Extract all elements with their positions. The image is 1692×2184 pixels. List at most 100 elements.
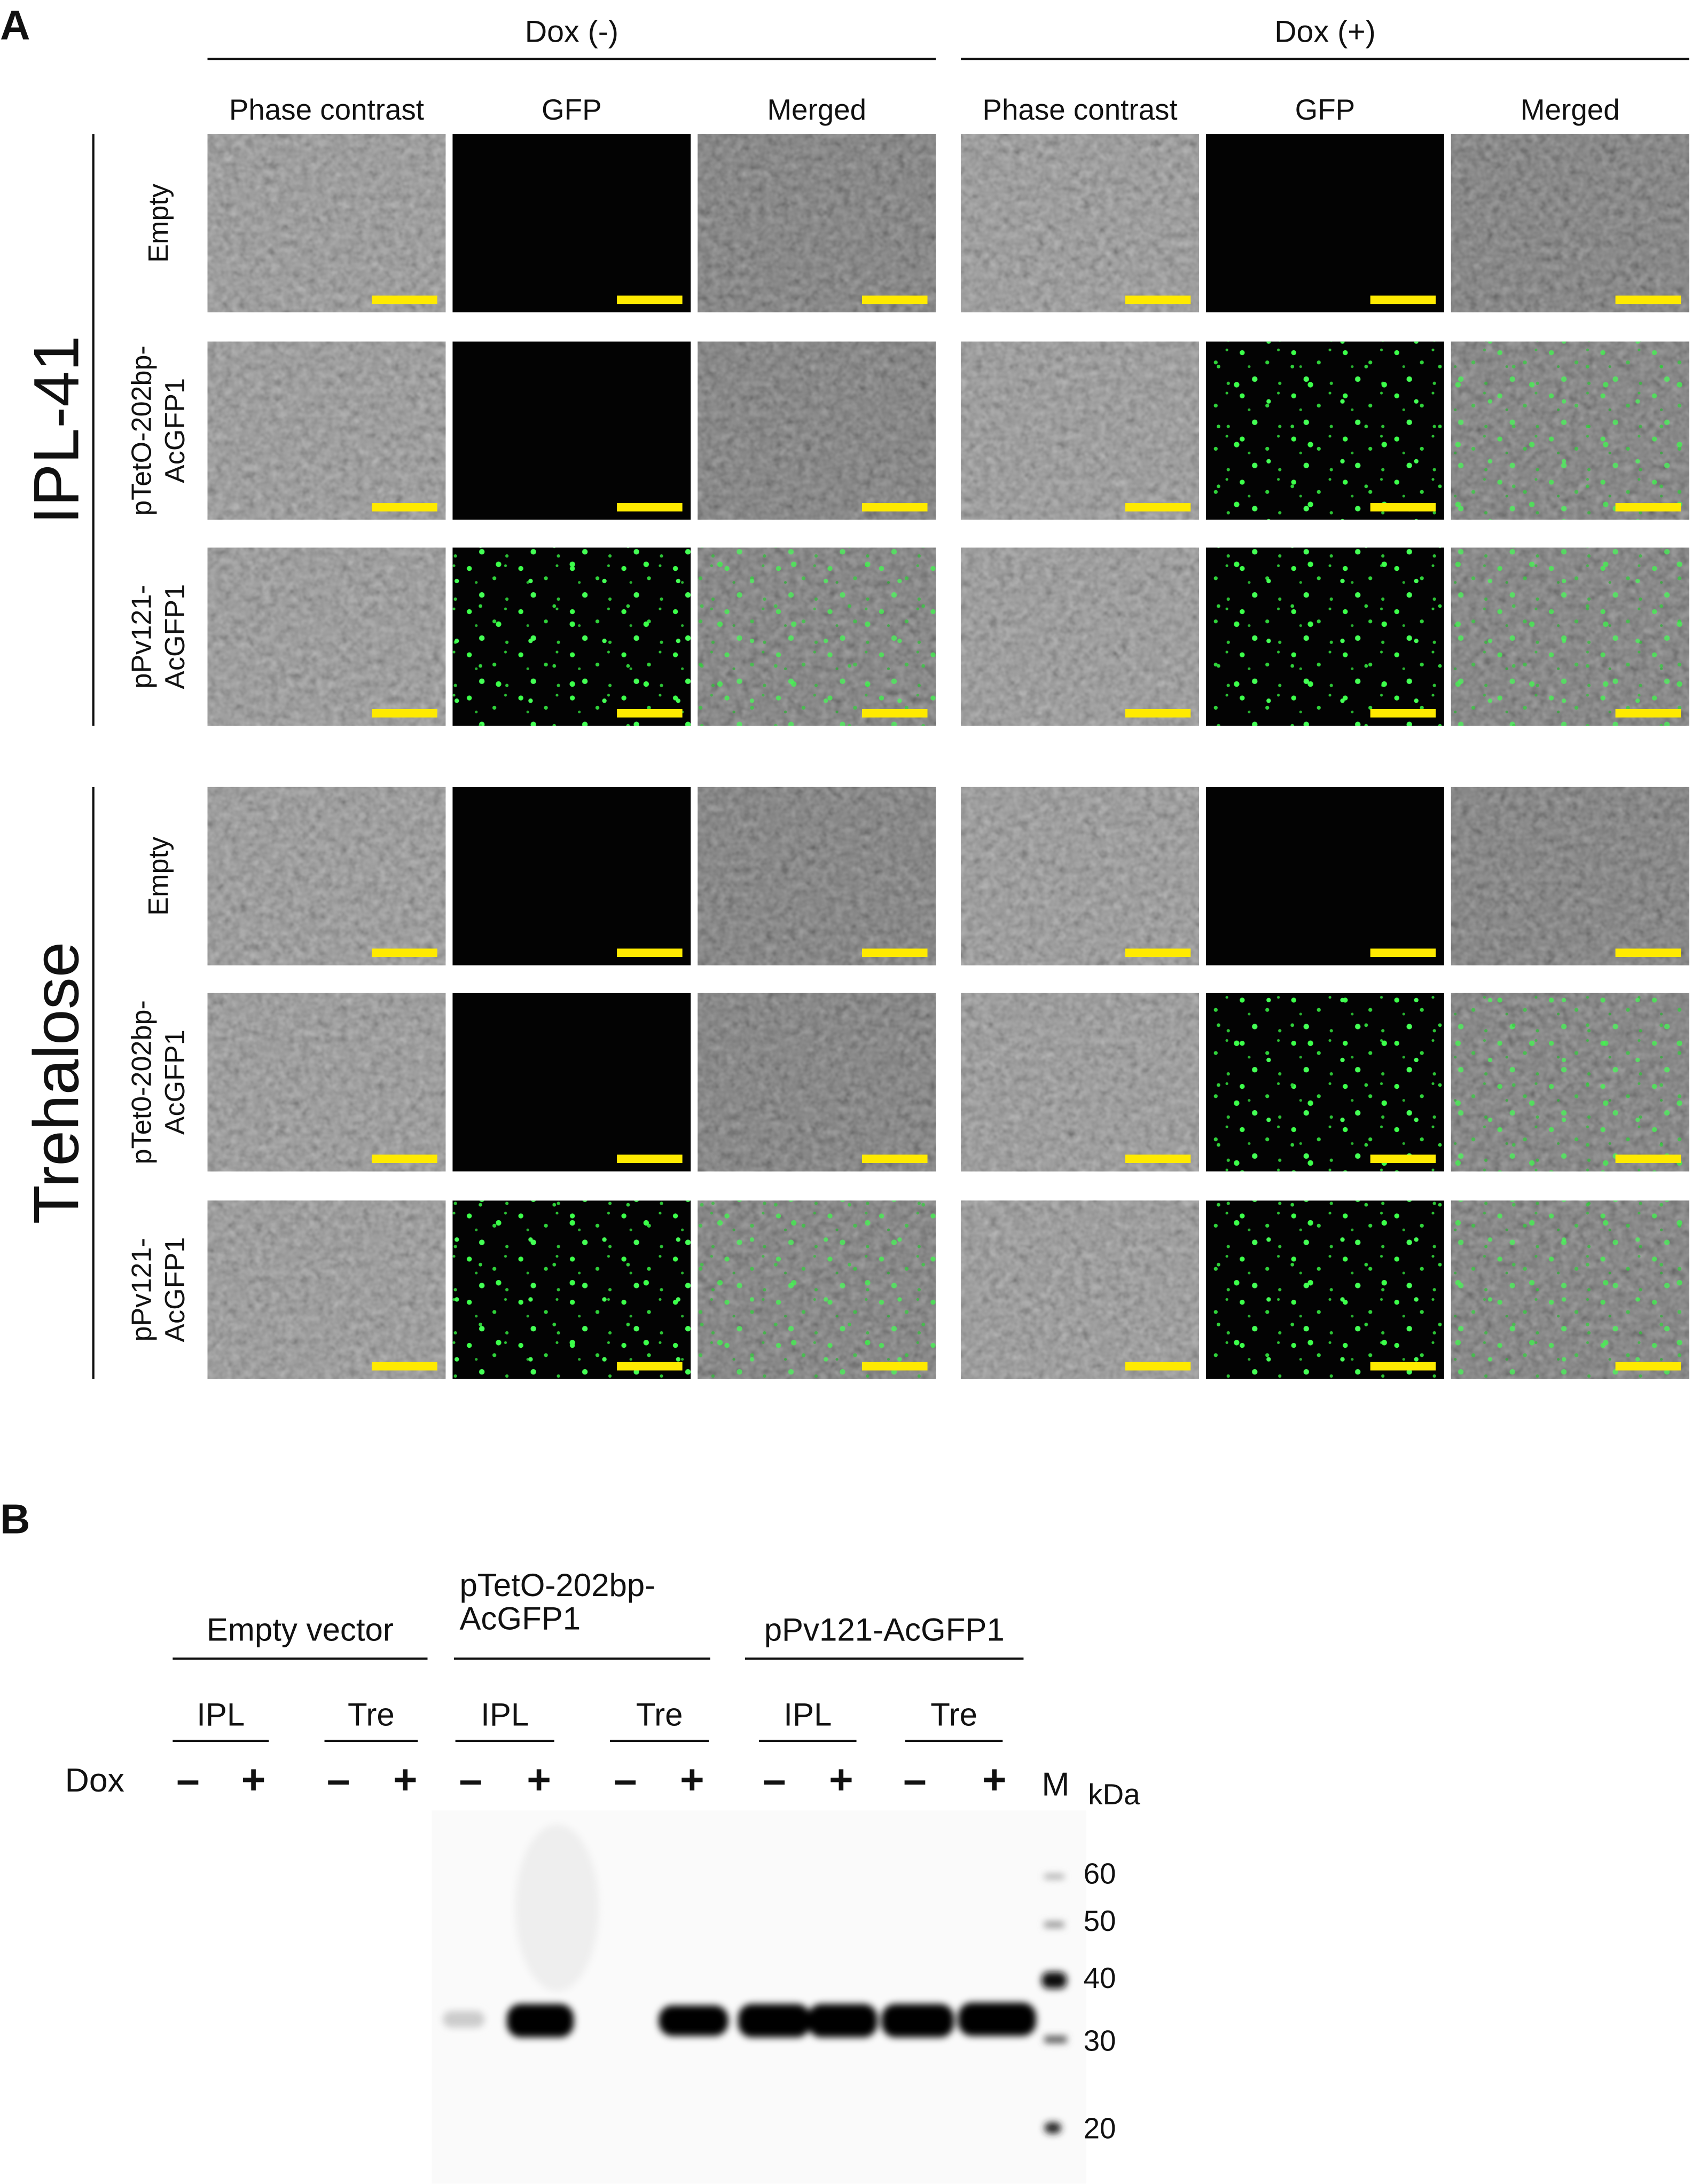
construct-label: Empty bbox=[143, 184, 174, 263]
band bbox=[958, 2002, 1036, 2036]
construct-line: pPv121- bbox=[126, 585, 157, 688]
scale-bar bbox=[861, 1154, 928, 1163]
scale-bar bbox=[617, 1154, 683, 1163]
marker-label: 60 bbox=[1084, 1857, 1116, 1890]
scale-bar bbox=[1615, 709, 1681, 718]
phase-texture bbox=[698, 341, 936, 520]
phase-texture bbox=[207, 547, 446, 726]
gfp-signal bbox=[452, 1200, 691, 1379]
phase-texture bbox=[961, 1200, 1199, 1379]
group-label: AcGFP1 bbox=[459, 1601, 581, 1637]
construct-label: pTetO-202bp- AcGFP1 bbox=[126, 345, 191, 516]
phase-texture bbox=[698, 134, 936, 312]
panel-label: A bbox=[0, 2, 30, 49]
channel-label: Merged bbox=[1521, 93, 1620, 126]
subgroup-label: IPL bbox=[784, 1697, 832, 1733]
phase-texture bbox=[207, 341, 446, 520]
marker-band bbox=[1044, 1922, 1064, 1928]
phase-texture bbox=[961, 134, 1199, 312]
gfp-signal bbox=[1451, 341, 1689, 520]
scale-bar bbox=[1125, 709, 1191, 718]
phase-texture bbox=[1451, 134, 1689, 312]
phase-texture bbox=[698, 993, 936, 1172]
construct-line: AcGFP1 bbox=[160, 584, 191, 689]
condition-label: Dox (+) bbox=[1274, 15, 1376, 49]
channel-label: Phase contrast bbox=[982, 93, 1177, 126]
scale-bar bbox=[1125, 503, 1191, 512]
gfp-image bbox=[452, 787, 691, 965]
scale-bar bbox=[1370, 295, 1436, 304]
marker-label: 30 bbox=[1084, 2024, 1116, 2057]
subgroup-label: IPL bbox=[481, 1697, 529, 1733]
channel-label: GFP bbox=[542, 93, 602, 126]
phase-texture bbox=[207, 1200, 446, 1379]
gfp-signal bbox=[1451, 1200, 1689, 1379]
channel-label: Phase contrast bbox=[229, 93, 424, 126]
scale-bar bbox=[1125, 1154, 1191, 1163]
scale-bar bbox=[1370, 948, 1436, 957]
scale-bar bbox=[372, 1154, 437, 1163]
band bbox=[507, 2004, 574, 2038]
gfp-signal bbox=[698, 1200, 936, 1379]
gfp-image bbox=[1206, 787, 1444, 965]
channel-label: Merged bbox=[767, 93, 866, 126]
subgroup-label: Tre bbox=[348, 1697, 395, 1733]
band bbox=[738, 2004, 811, 2038]
dox-sign: + bbox=[982, 1756, 1007, 1803]
gfp-image bbox=[452, 134, 691, 312]
scale-bar bbox=[861, 709, 928, 718]
medium-label: IPL-41 bbox=[20, 335, 92, 524]
gfp-signal bbox=[698, 547, 936, 726]
construct-label: pPv121- AcGFP1 bbox=[126, 584, 191, 689]
marker-band bbox=[1041, 1971, 1067, 1989]
construct-label: pPv121- AcGFP1 bbox=[126, 1237, 191, 1342]
marker-label: 50 bbox=[1084, 1904, 1116, 1937]
scale-bar bbox=[617, 948, 683, 957]
scale-bar bbox=[372, 295, 437, 304]
construct-line: AcGFP1 bbox=[160, 378, 191, 483]
scale-bar bbox=[1125, 295, 1191, 304]
scale-bar bbox=[1615, 295, 1681, 304]
gfp-image bbox=[452, 341, 691, 520]
scale-bar bbox=[372, 1362, 437, 1371]
scale-bar bbox=[1615, 503, 1681, 512]
group-label: Empty vector bbox=[207, 1612, 394, 1648]
dox-sign: + bbox=[393, 1756, 418, 1803]
marker-band bbox=[1044, 2122, 1061, 2134]
construct-line: Empty bbox=[143, 837, 174, 916]
marker-label: 20 bbox=[1084, 2112, 1116, 2145]
channel-label: GFP bbox=[1295, 93, 1356, 126]
construct-label: pTet0-202bp- AcGFP1 bbox=[126, 1000, 191, 1164]
dox-sign: + bbox=[527, 1756, 551, 1803]
panel-label: B bbox=[0, 1495, 30, 1542]
phase-texture bbox=[961, 787, 1199, 965]
gfp-image bbox=[1206, 134, 1444, 312]
scale-bar bbox=[1615, 948, 1681, 957]
scale-bar bbox=[1125, 948, 1191, 957]
scale-bar bbox=[617, 295, 683, 304]
phase-texture bbox=[207, 134, 446, 312]
dox-sign: – bbox=[614, 1756, 637, 1803]
scale-bar bbox=[1615, 1154, 1681, 1163]
dox-sign: – bbox=[763, 1756, 786, 1803]
phase-texture bbox=[1451, 787, 1689, 965]
construct-line: AcGFP1 bbox=[160, 1237, 191, 1342]
dox-sign: – bbox=[327, 1756, 350, 1803]
construct-line: AcGFP1 bbox=[160, 1030, 191, 1135]
phase-texture bbox=[207, 787, 446, 965]
dox-sign: + bbox=[829, 1756, 853, 1803]
dox-sign: – bbox=[459, 1756, 483, 1803]
bands bbox=[443, 1874, 1067, 2134]
gfp-signal bbox=[1206, 547, 1444, 726]
gfp-signal bbox=[1206, 341, 1444, 520]
dox-sign: + bbox=[680, 1756, 704, 1803]
scale-bar bbox=[1370, 1362, 1436, 1371]
construct-label: Empty bbox=[143, 837, 174, 916]
scale-bar bbox=[617, 1362, 683, 1371]
scale-bar bbox=[861, 295, 928, 304]
construct-line: Empty bbox=[143, 184, 174, 263]
marker-label: 40 bbox=[1084, 1961, 1116, 1994]
marker-band bbox=[1044, 2036, 1067, 2043]
medium-label: Trehalose bbox=[20, 942, 92, 1224]
